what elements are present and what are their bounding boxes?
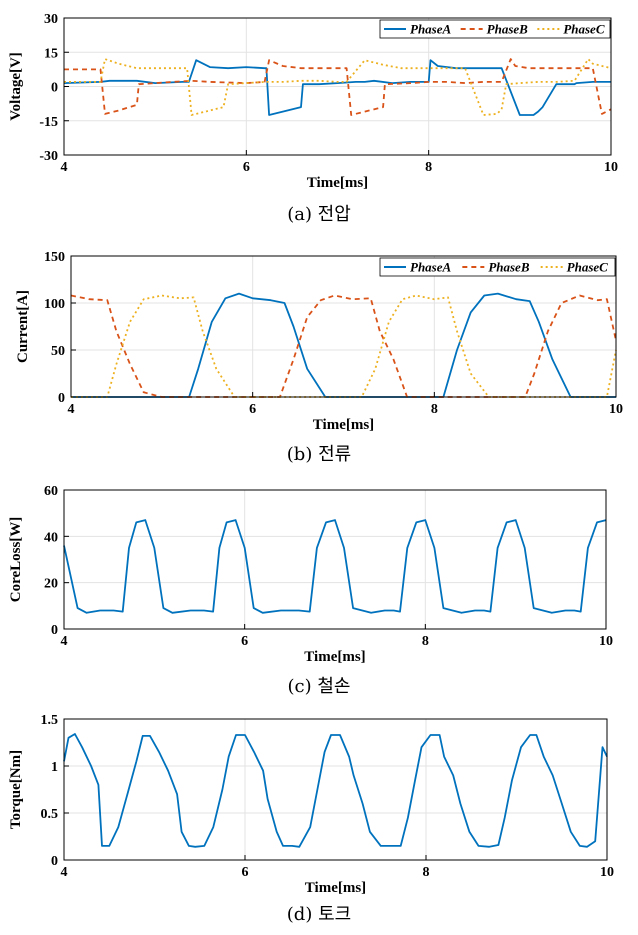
y-tick-label: 50: [51, 344, 65, 359]
figure-caption: (d) 토크: [287, 904, 351, 925]
x-tick-label: 6: [243, 160, 250, 175]
plot-area: [64, 490, 606, 629]
y-tick-label: -15: [39, 115, 58, 130]
x-tick-label: 6: [241, 634, 248, 649]
x-tick-label: 4: [61, 634, 68, 649]
chart-panel-4: 4 6 8 10 0 0.5 1 1.5 Time[ms] Torque[Nm] (d) 토크: [8, 713, 614, 925]
legend-label-phaseb: PhaseB: [487, 22, 528, 37]
x-tick-label: 10: [609, 402, 623, 417]
x-tick-label: 4: [61, 160, 68, 175]
x-axis-label: Time[ms]: [304, 649, 365, 665]
series-line-main: [63, 733, 608, 848]
series-line-phasec: [64, 58, 612, 116]
legend: PhaseA PhaseB PhaseC: [379, 19, 611, 39]
figure-caption: (c) 철손: [288, 676, 351, 697]
y-axis-label: Current[A]: [15, 290, 31, 363]
legend-label-phasea: PhaseA: [410, 260, 452, 275]
plot-area: [71, 256, 616, 397]
y-tick-label: 60: [44, 484, 58, 499]
figure-caption: (a) 전압: [287, 204, 351, 225]
y-tick-label: 0: [51, 623, 58, 638]
y-tick-label: 1.5: [41, 713, 59, 728]
y-tick-label: 15: [44, 46, 58, 61]
x-tick-label: 8: [431, 402, 438, 417]
axes-frame: [63, 718, 608, 861]
legend-label-phasec: PhaseC: [567, 260, 609, 275]
y-tick-label: 20: [44, 577, 58, 592]
y-tick-label: 100: [44, 297, 65, 312]
series-line-phasea: [63, 59, 611, 116]
y-axis-label: CoreLoss[W]: [8, 517, 24, 603]
x-axis-label: Time[ms]: [313, 417, 374, 433]
legend-label-phasea: PhaseA: [410, 22, 452, 37]
chart-panel-3: 4 6 8 10 0 20 40 60 Time[ms] CoreLoss[W] (c) 철손: [8, 484, 613, 697]
figure-caption: (b) 전류: [287, 444, 351, 465]
series-line-phasec: [71, 294, 617, 398]
legend-label-phasec: PhaseC: [563, 22, 605, 37]
x-axis-label: Time[ms]: [307, 175, 368, 191]
y-tick-label: 150: [44, 250, 65, 265]
legend-label-phaseb: PhaseB: [488, 260, 530, 275]
y-tick-label: 0: [58, 391, 65, 406]
x-tick-label: 8: [425, 160, 432, 175]
x-tick-label: 10: [604, 160, 618, 175]
series-line-phaseb: [64, 58, 612, 116]
legend-box: [379, 19, 611, 39]
axes-frame: [63, 489, 607, 630]
y-tick-label: 40: [44, 530, 58, 545]
y-tick-label: 30: [44, 12, 58, 27]
y-tick-label: 0.5: [41, 807, 59, 822]
x-tick-label: 10: [599, 634, 613, 649]
series-line-main: [63, 519, 607, 614]
x-tick-label: 6: [242, 865, 249, 880]
x-axis-label: Time[ms]: [305, 880, 366, 896]
legend-box: [379, 257, 616, 277]
x-tick-label: 4: [68, 402, 75, 417]
axes-frame: [70, 255, 617, 398]
legend: PhaseA PhaseB PhaseC: [379, 257, 616, 277]
x-tick-label: 4: [61, 865, 68, 880]
y-tick-label: 0: [51, 854, 58, 869]
x-tick-label: 8: [422, 634, 429, 649]
y-axis-label: Torque[Nm]: [8, 750, 24, 829]
y-tick-label: 0: [51, 81, 58, 96]
y-tick-label: 1: [51, 760, 58, 775]
y-axis-label: Voltage[V]: [8, 52, 24, 121]
x-tick-label: 6: [249, 402, 256, 417]
x-tick-label: 8: [423, 865, 430, 880]
x-tick-label: 10: [600, 865, 614, 880]
y-tick-label: -30: [39, 149, 58, 164]
chart-panel-1: 4 6 8 10 -30 -15 0 15 30 Time[ms] Voltage[V] PhaseA…: [8, 12, 618, 225]
series-line-phaseb: [70, 294, 617, 398]
